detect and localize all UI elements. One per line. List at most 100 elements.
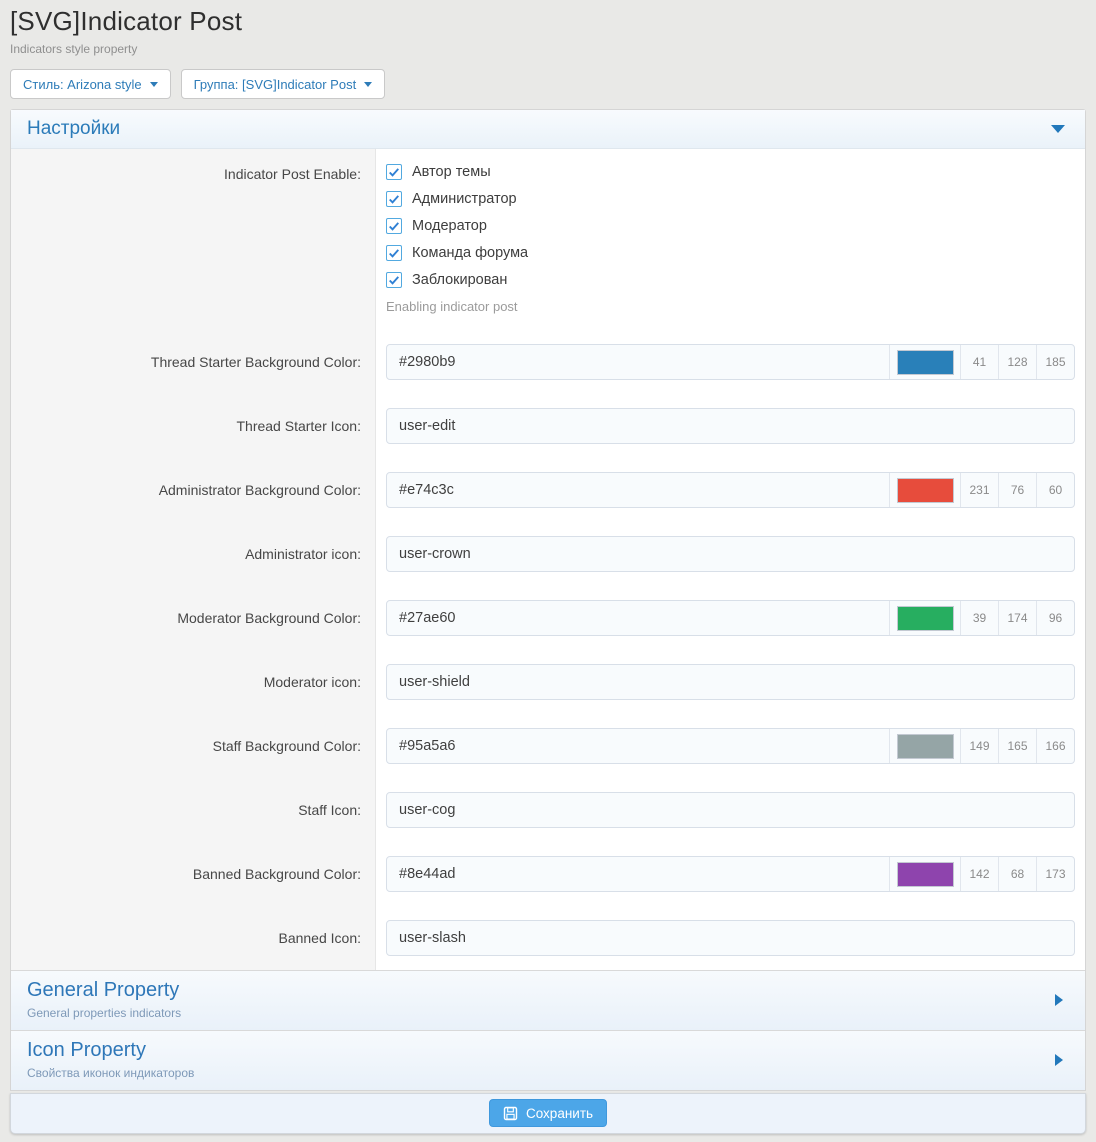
panel-general-property[interactable]: General Property General properties indi… <box>11 970 1085 1030</box>
field-label-moderator-background-color: Moderator Background Color: <box>11 586 376 650</box>
rgb-red-value: 39 <box>960 601 998 635</box>
checkbox-label: Команда форума <box>412 245 528 261</box>
checkbox-checked-icon[interactable] <box>386 245 402 261</box>
icon-name-input-thread-starter-icon[interactable] <box>386 408 1075 444</box>
page-header: [SVG]Indicator Post Indicators style pro… <box>0 0 1096 56</box>
field-label-indicator-post-enable: Indicator Post Enable: <box>11 149 376 330</box>
field-cell-thread-starter-icon <box>376 394 1085 458</box>
rgb-green-value: 165 <box>998 729 1036 763</box>
style-dropdown-button[interactable]: Стиль: Arizona style <box>10 69 171 99</box>
field-cell-staff-icon <box>376 778 1085 842</box>
color-swatch-cell <box>889 345 960 379</box>
checkbox-option-3[interactable]: Команда форума <box>386 245 1075 261</box>
field-label-banned-background-color: Banned Background Color: <box>11 842 376 906</box>
color-swatch-cell <box>889 601 960 635</box>
style-dropdown-label: Стиль: Arizona style <box>23 77 142 92</box>
save-button[interactable]: Сохранить <box>489 1099 607 1127</box>
color-input-group-staff-background-color: 149165166 <box>386 728 1075 764</box>
enable-options-list: Автор темы Администратор Модератор Команда … <box>386 164 1075 288</box>
checkbox-option-0[interactable]: Автор темы <box>386 164 1075 180</box>
color-input-group-administrator-background-color: 2317660 <box>386 472 1075 508</box>
checkbox-option-1[interactable]: Администратор <box>386 191 1075 207</box>
color-swatch <box>897 478 954 503</box>
field-label-staff-background-color: Staff Background Color: <box>11 714 376 778</box>
save-button-label: Сохранить <box>526 1106 593 1121</box>
field-label-staff-icon: Staff Icon: <box>11 778 376 842</box>
field-cell-administrator-background-color: 2317660 <box>376 458 1085 522</box>
field-label-administrator-icon: Administrator icon: <box>11 522 376 586</box>
icon-name-input-staff-icon[interactable] <box>386 792 1075 828</box>
checkbox-checked-icon[interactable] <box>386 164 402 180</box>
rgb-red-value: 41 <box>960 345 998 379</box>
color-swatch <box>897 734 954 759</box>
settings-form: Indicator Post Enable: Автор темы Админис… <box>11 149 1085 970</box>
panel-subtitle: General properties indicators <box>27 1006 181 1020</box>
page-subtitle: Indicators style property <box>10 42 1086 56</box>
toolbar: Стиль: Arizona style Группа: [SVG]Indica… <box>0 56 1096 109</box>
enable-hint: Enabling indicator post <box>386 299 1075 314</box>
settings-panel-header[interactable]: Настройки <box>11 110 1085 149</box>
rgb-blue-value: 166 <box>1036 729 1074 763</box>
icon-name-input-banned-icon[interactable] <box>386 920 1075 956</box>
color-value-input-administrator-background-color[interactable] <box>387 473 889 507</box>
color-value-input-banned-background-color[interactable] <box>387 857 889 891</box>
field-label-moderator-icon: Moderator icon: <box>11 650 376 714</box>
panel-title: General Property <box>27 979 181 1002</box>
checkbox-checked-icon[interactable] <box>386 272 402 288</box>
checkbox-option-4[interactable]: Заблокирован <box>386 272 1075 288</box>
color-swatch <box>897 350 954 375</box>
checkbox-checked-icon[interactable] <box>386 218 402 234</box>
checkbox-label: Администратор <box>412 191 517 207</box>
rgb-blue-value: 60 <box>1036 473 1074 507</box>
caret-down-icon <box>364 82 372 87</box>
field-cell-moderator-background-color: 3917496 <box>376 586 1085 650</box>
floppy-disk-icon <box>503 1106 518 1121</box>
expand-arrow-icon <box>1055 994 1063 1006</box>
color-swatch-cell <box>889 857 960 891</box>
group-dropdown-button[interactable]: Группа: [SVG]Indicator Post <box>181 69 386 99</box>
icon-name-input-administrator-icon[interactable] <box>386 536 1075 572</box>
field-cell-banned-icon <box>376 906 1085 970</box>
color-input-group-banned-background-color: 14268173 <box>386 856 1075 892</box>
rgb-blue-value: 96 <box>1036 601 1074 635</box>
rgb-red-value: 142 <box>960 857 998 891</box>
color-swatch <box>897 606 954 631</box>
rgb-green-value: 76 <box>998 473 1036 507</box>
panel-icon-property[interactable]: Icon Property Свойства иконок индикаторо… <box>11 1030 1085 1090</box>
rgb-blue-value: 173 <box>1036 857 1074 891</box>
collapse-arrow-icon <box>1051 125 1065 133</box>
color-swatch-cell <box>889 729 960 763</box>
panel-text: Icon Property Свойства иконок индикаторо… <box>27 1039 194 1080</box>
rgb-red-value: 231 <box>960 473 998 507</box>
caret-down-icon <box>150 82 158 87</box>
color-value-input-staff-background-color[interactable] <box>387 729 889 763</box>
rgb-blue-value: 185 <box>1036 345 1074 379</box>
checkbox-option-2[interactable]: Модератор <box>386 218 1075 234</box>
enable-options-cell: Автор темы Администратор Модератор Команда … <box>376 149 1085 330</box>
rgb-green-value: 128 <box>998 345 1036 379</box>
settings-block: Настройки Indicator Post Enable: Автор т… <box>10 109 1086 1091</box>
field-label-thread-starter-background-color: Thread Starter Background Color: <box>11 330 376 394</box>
checkbox-label: Модератор <box>412 218 487 234</box>
field-label-administrator-background-color: Administrator Background Color: <box>11 458 376 522</box>
group-dropdown-label: Группа: [SVG]Indicator Post <box>194 77 357 92</box>
field-cell-administrator-icon <box>376 522 1085 586</box>
checkbox-label: Автор темы <box>412 164 491 180</box>
rgb-green-value: 68 <box>998 857 1036 891</box>
field-cell-moderator-icon <box>376 650 1085 714</box>
page-title: [SVG]Indicator Post <box>10 6 1086 37</box>
color-value-input-moderator-background-color[interactable] <box>387 601 889 635</box>
panel-title: Icon Property <box>27 1039 194 1062</box>
color-value-input-thread-starter-background-color[interactable] <box>387 345 889 379</box>
field-label-banned-icon: Banned Icon: <box>11 906 376 970</box>
rgb-red-value: 149 <box>960 729 998 763</box>
expand-arrow-icon <box>1055 1054 1063 1066</box>
field-cell-thread-starter-background-color: 41128185 <box>376 330 1085 394</box>
color-swatch <box>897 862 954 887</box>
field-cell-banned-background-color: 14268173 <box>376 842 1085 906</box>
checkbox-label: Заблокирован <box>412 272 507 288</box>
panel-text: General Property General properties indi… <box>27 979 181 1020</box>
checkbox-checked-icon[interactable] <box>386 191 402 207</box>
color-swatch-cell <box>889 473 960 507</box>
icon-name-input-moderator-icon[interactable] <box>386 664 1075 700</box>
